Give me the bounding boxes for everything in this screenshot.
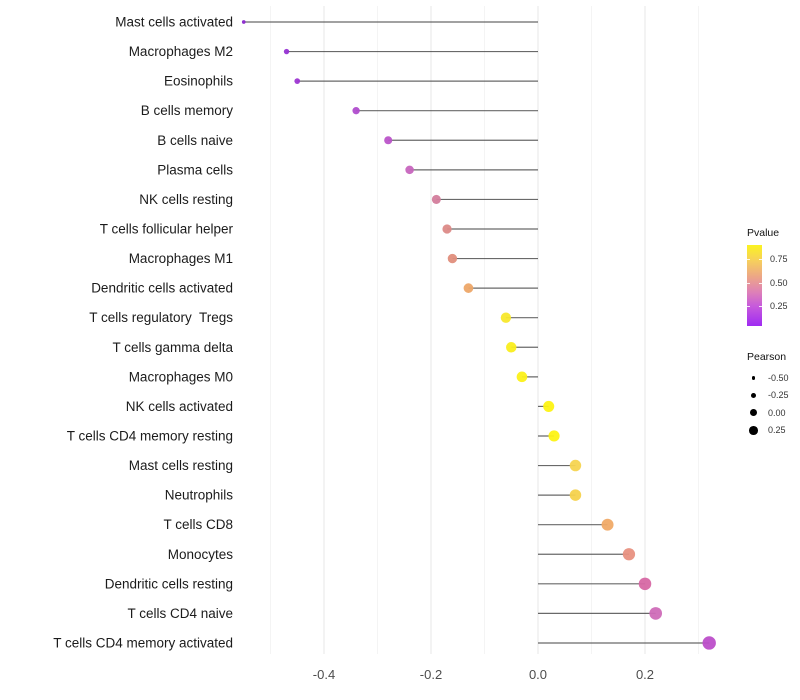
dot — [352, 107, 360, 115]
category-label: Monocytes — [168, 547, 234, 562]
category-label: Dendritic cells activated — [91, 281, 233, 296]
pvalue-colorbar-wrap: 0.75 0.50 0.25 — [747, 245, 800, 326]
category-label: Macrophages M0 — [129, 369, 233, 384]
size-dot-icon — [750, 392, 757, 398]
dot — [548, 430, 560, 442]
category-label: T cells CD4 memory resting — [67, 428, 233, 443]
colorbar-tick-mark — [747, 306, 750, 308]
pearson-size-label: 0.25 — [768, 425, 786, 436]
pearson-size-label: -0.50 — [768, 372, 789, 383]
category-label: NK cells activated — [126, 399, 233, 414]
pearson-legend: Pearson -0.50 -0.25 0.00 0.25 — [747, 351, 789, 439]
x-tick-label: -0.2 — [420, 667, 442, 682]
pvalue-colorbar — [747, 245, 762, 326]
category-label: T cells follicular helper — [100, 221, 234, 236]
colorbar-tick-mark — [747, 283, 750, 285]
category-label: Dendritic cells resting — [105, 576, 233, 591]
dot — [601, 518, 614, 531]
pearson-legend-item: 0.00 — [747, 404, 789, 422]
dot — [500, 312, 512, 323]
category-label: T cells gamma delta — [112, 340, 233, 355]
dot — [569, 459, 582, 472]
pearson-size-label: -0.25 — [768, 390, 789, 401]
dot — [516, 371, 528, 383]
dot — [241, 20, 246, 24]
dot — [622, 548, 636, 561]
category-label: Neutrophils — [165, 488, 234, 503]
dot — [405, 165, 414, 175]
dot — [543, 400, 555, 412]
category-label: B cells naive — [157, 133, 233, 148]
category-label: Macrophages M2 — [129, 44, 233, 59]
dot — [283, 48, 290, 55]
category-label: B cells memory — [141, 103, 234, 118]
dot — [442, 224, 452, 234]
pearson-size-label: 0.00 — [768, 407, 786, 418]
size-dot-cell — [747, 425, 760, 435]
dot — [506, 342, 517, 353]
x-tick-label: 0.0 — [529, 667, 547, 682]
pvalue-legend-title: Pvalue — [747, 227, 780, 239]
colorbar-tick-mark — [759, 283, 762, 285]
pearson-legend-item: -0.25 — [747, 387, 789, 405]
pvalue-tick-label: 0.25 — [770, 301, 788, 311]
size-dot-icon — [751, 376, 756, 380]
pearson-legend-item: -0.50 — [747, 369, 789, 387]
size-dot-cell — [747, 376, 760, 380]
pvalue-tick-label: 0.75 — [770, 254, 788, 264]
category-label: Plasma cells — [157, 162, 233, 177]
pvalue-tick-label: 0.50 — [770, 278, 788, 288]
colorbar-tick-mark — [759, 306, 762, 308]
dot — [638, 577, 652, 591]
category-label: Mast cells activated — [115, 15, 233, 30]
x-tick-label: 0.2 — [636, 667, 654, 682]
category-label: Mast cells resting — [129, 458, 233, 473]
size-dot-cell — [747, 392, 760, 398]
size-dot-cell — [747, 409, 760, 417]
category-label: Macrophages M1 — [129, 251, 233, 266]
colorbar-tick-mark — [747, 259, 750, 261]
colorbar-tick-mark — [759, 259, 762, 261]
category-label: T cells CD4 naive — [127, 606, 233, 621]
pvalue-legend: Pvalue 0.75 0.50 0.25 — [747, 227, 800, 326]
pearson-legend-title: Pearson — [747, 351, 787, 363]
dot — [431, 194, 441, 204]
dot — [447, 253, 458, 264]
category-label: T cells CD8 — [163, 517, 233, 532]
category-label: Eosinophils — [164, 74, 233, 89]
category-label: T cells CD4 memory activated — [53, 635, 233, 650]
pearson-legend-item: 0.25 — [747, 422, 789, 440]
dot — [384, 136, 393, 145]
dot — [463, 283, 474, 293]
dot — [294, 78, 301, 84]
category-label: T cells regulatory Tregs — [89, 310, 233, 325]
category-label: NK cells resting — [139, 192, 233, 207]
dot — [649, 607, 663, 620]
x-tick-label: -0.4 — [313, 667, 335, 682]
dot — [702, 636, 716, 650]
size-dot-icon — [749, 425, 758, 435]
dot — [569, 489, 582, 501]
size-dot-icon — [750, 409, 757, 417]
